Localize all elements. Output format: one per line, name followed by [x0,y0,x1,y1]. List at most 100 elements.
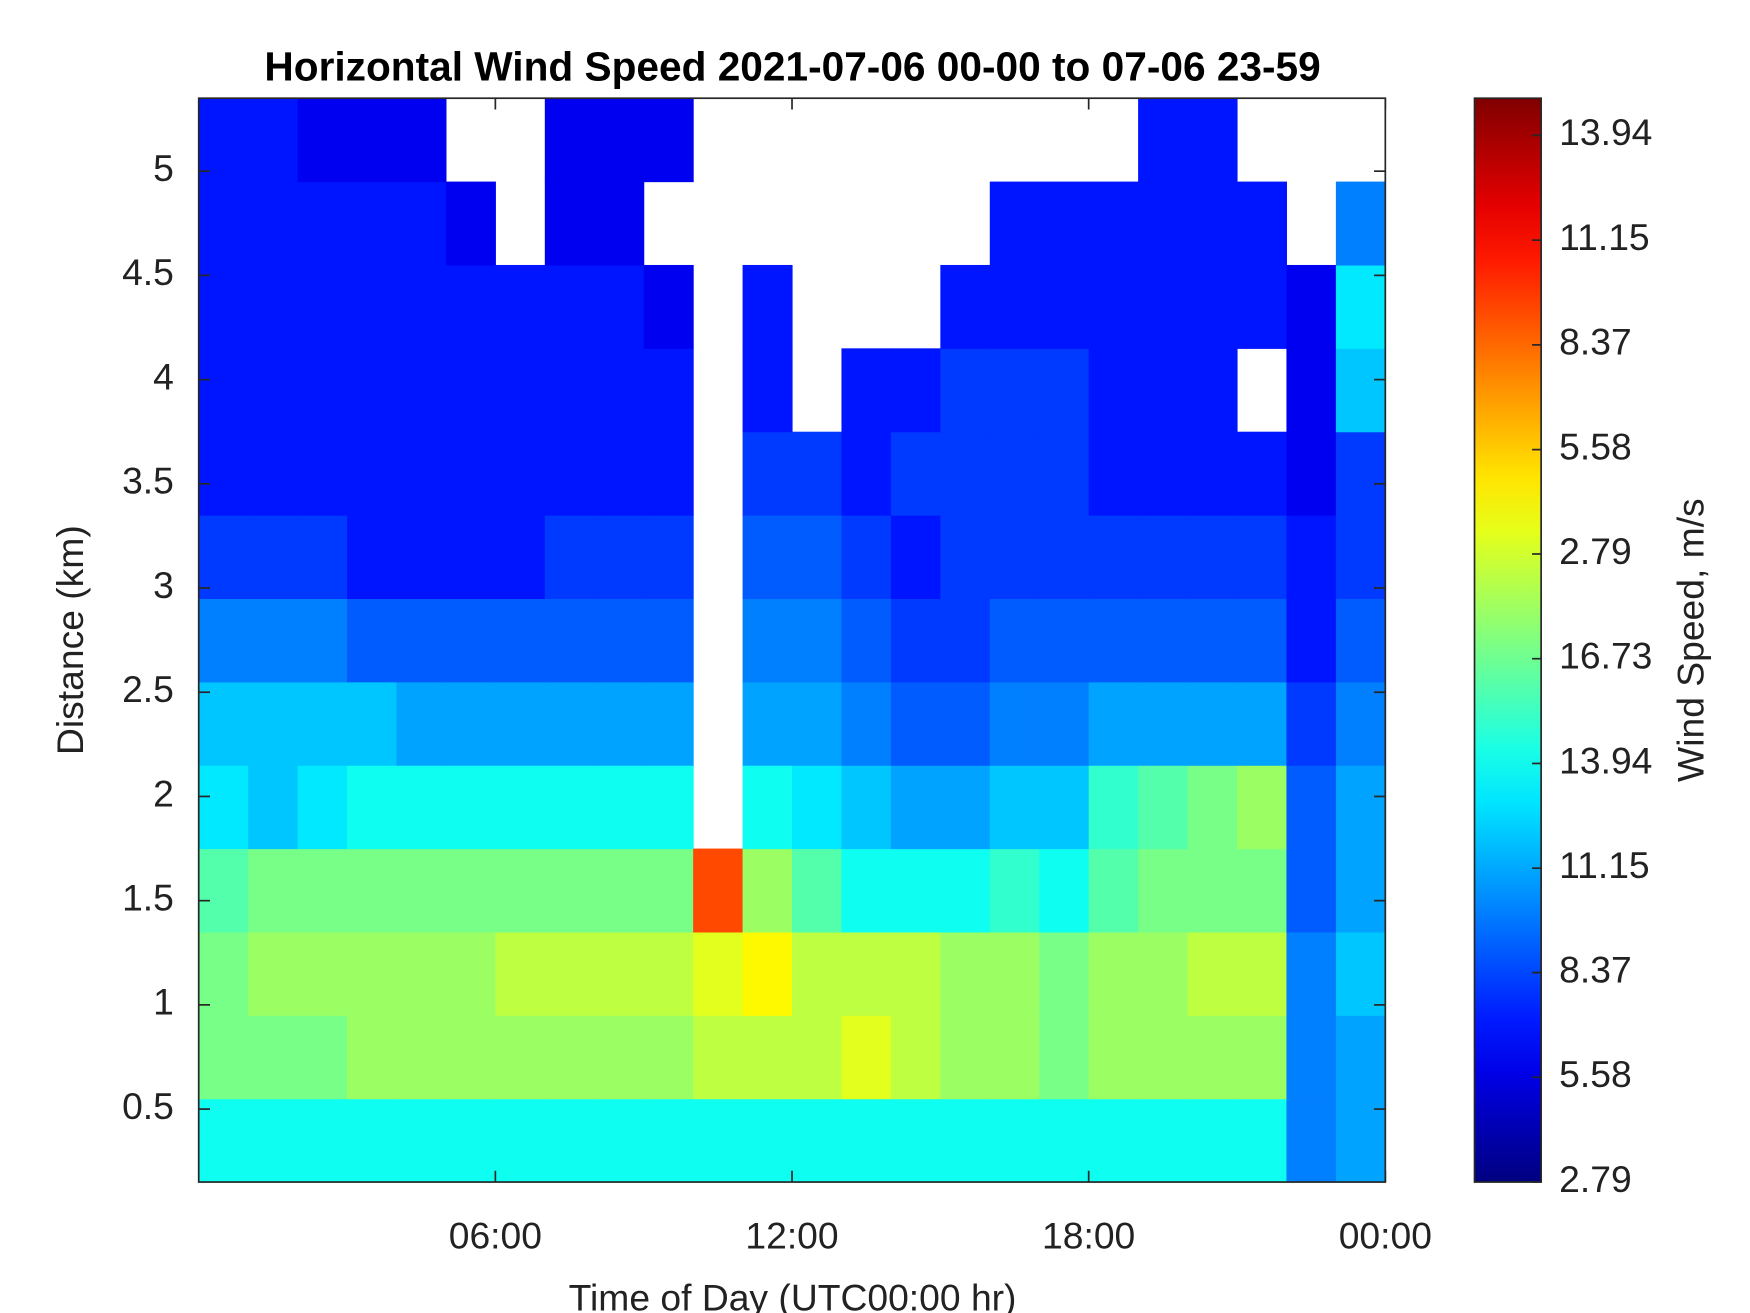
heatmap-cell [841,431,892,516]
heatmap-cell [643,848,694,933]
heatmap-cell [989,598,1040,683]
heatmap-cell [1335,848,1386,933]
heatmap-cell [297,98,348,183]
colorbar-tick-label: 16.73 [1559,635,1652,677]
heatmap-cell [792,431,843,516]
heatmap-cell [1236,1015,1288,1100]
heatmap-cell [396,515,447,600]
heatmap-cell [940,515,991,600]
heatmap-cell [297,431,348,516]
heatmap-cell [643,1015,694,1100]
heatmap-cell [198,264,249,349]
heatmap-cell [198,348,249,433]
heatmap-cell [742,1015,793,1100]
heatmap-cell [445,1098,496,1183]
heatmap-cell [445,598,496,683]
heatmap-cell [495,1098,546,1183]
heatmap-cell [495,348,546,433]
x-axis-label: Time of Day (UTC00:00 hr) [569,1276,1017,1313]
heatmap-cell [1335,264,1386,349]
heatmap-cell [841,1015,892,1100]
heatmap-cell [1138,431,1189,516]
heatmap-cell [396,264,447,349]
heatmap-cell [989,181,1040,266]
heatmap-cell [940,1098,991,1183]
heatmap-cell [297,765,348,850]
heatmap-cell [1187,681,1238,766]
heatmap-cell [544,264,595,349]
heatmap-cell [445,431,496,516]
colorbar-tick-label: 13.94 [1559,111,1652,153]
heatmap-cell [742,598,793,683]
heatmap-cell [347,515,398,600]
colorbar-tick-label: 2.79 [1559,530,1632,572]
heatmap-cell [594,598,645,683]
heatmap-cell [347,765,398,850]
heatmap-cell [792,515,843,600]
heatmap-cell [1039,348,1090,433]
heatmap-cell [792,681,843,766]
y-tick-label: 0.5 [122,1085,174,1127]
heatmap-cell [445,681,496,766]
heatmap-cell [198,1015,249,1100]
heatmap-cell [445,515,496,600]
heatmap-cell [1088,1098,1139,1183]
heatmap-cell [841,848,892,933]
heatmap-cell [1286,1098,1337,1183]
heatmap-cell [1138,515,1189,600]
heatmap-cell [1039,515,1090,600]
heatmap-cell [643,431,694,516]
heatmap-cell [347,431,398,516]
heatmap-cell [544,681,595,766]
colorbar-tick-label: 5.58 [1559,1053,1632,1095]
y-tick-label: 3.5 [122,460,174,502]
heatmap-cell [792,598,843,683]
heatmap-cell [248,98,299,183]
heatmap-cell [1335,765,1386,850]
colorbar-tick-label: 8.37 [1559,948,1632,990]
heatmap-cell [1286,431,1337,516]
heatmap-cell [347,598,398,683]
heatmap-cell [890,1098,941,1183]
heatmap-cell [1187,515,1238,600]
heatmap-cell [742,1098,793,1183]
heatmap-cell [742,848,793,933]
colorbar-tick-label: 13.94 [1559,739,1652,781]
heatmap-cell [1138,765,1189,850]
heatmap-cell [396,181,447,266]
heatmap-cell [989,681,1040,766]
heatmap-cell [1039,1098,1090,1183]
heatmap-cell [792,848,843,933]
heatmap-cell [248,181,299,266]
heatmap-cell [1286,1015,1337,1100]
heatmap-cell [198,1098,249,1183]
heatmap-cell [742,515,793,600]
heatmap-cell [1335,515,1386,600]
heatmap-cell [594,264,645,349]
heatmap-cell [396,598,447,683]
heatmap-cell [989,515,1040,600]
heatmap-cell [841,1098,892,1183]
heatmap-cell [1335,1098,1386,1183]
heatmap-cell [396,431,447,516]
heatmap-cell [940,1015,991,1100]
heatmap-cell [792,1015,843,1100]
heatmap-cell [594,431,645,516]
heatmap-cell [940,264,991,349]
heatmap-cell [445,931,496,1016]
colorbar-label: Wind Speed, m/s [1669,498,1711,782]
heatmap-cell [1088,515,1139,600]
heatmap-cell [1236,515,1288,600]
heatmap-cell [297,1015,348,1100]
heatmap-cell [1088,264,1139,349]
heatmap-cell [544,515,595,600]
heatmap-cell [495,264,546,349]
heatmap-cell [693,848,744,933]
heatmap-cell [890,348,941,433]
heatmap-cell [792,765,843,850]
heatmap-cell [594,348,645,433]
heatmap-cell [1236,264,1288,349]
heatmap-cell [1286,931,1337,1016]
heatmap-cell [1187,264,1238,349]
